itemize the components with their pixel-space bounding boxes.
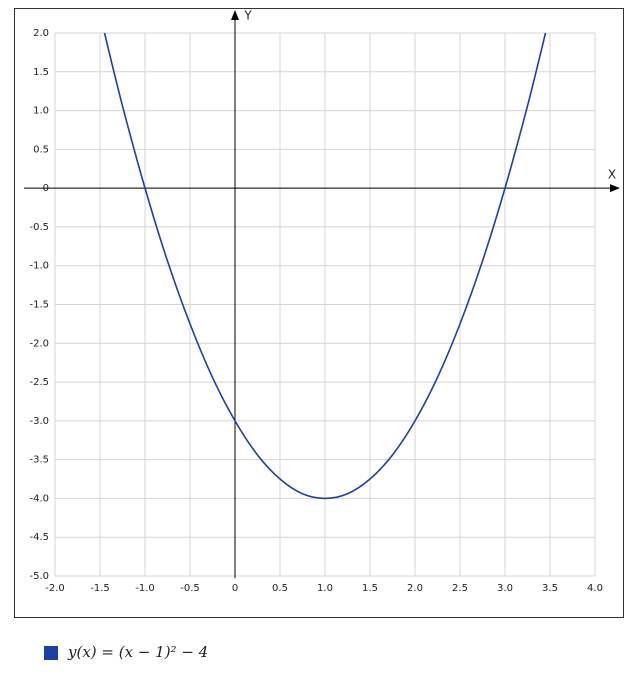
y-tick-label: 1.0	[33, 106, 49, 117]
x-axis-label: X	[608, 168, 616, 182]
y-tick-label: -3.0	[29, 416, 49, 427]
y-tick-label: 0.5	[33, 144, 49, 155]
x-tick-label: 2.5	[452, 583, 468, 594]
x-tick-label: -2.0	[45, 583, 65, 594]
legend-label: y(x) = (x − 1)² − 4	[67, 643, 208, 661]
x-axis-arrow	[610, 184, 620, 193]
y-axis-label: Y	[243, 9, 252, 23]
y-tick-label: -0.5	[29, 222, 49, 233]
y-tick-label: -2.0	[29, 338, 49, 349]
y-tick-label: -2.5	[29, 377, 49, 388]
y-tick-label: 2.0	[33, 28, 49, 39]
plot	[103, 32, 547, 500]
x-tick-label: 3.0	[497, 583, 513, 594]
x-tick-label: 1.5	[362, 583, 378, 594]
legend-swatch	[44, 646, 58, 660]
y-tick-label: -1.5	[29, 300, 49, 311]
x-tick-label: 0	[232, 583, 238, 594]
x-tick-label: -0.5	[180, 583, 200, 594]
x-tick-label: 4.0	[587, 583, 603, 594]
grid	[54, 32, 596, 577]
x-tick-label: 3.5	[542, 583, 558, 594]
y-tick-label: 1.5	[33, 67, 49, 78]
x-tick-label: -1.5	[90, 583, 110, 594]
chart-frame	[14, 8, 624, 618]
x-tick-label: -1.0	[135, 583, 155, 594]
y-axis-arrow	[231, 10, 239, 20]
x-tick-label: 0.5	[272, 583, 288, 594]
x-tick-label: 2.0	[407, 583, 423, 594]
y-tick-label: -5.0	[29, 571, 49, 582]
y-tick-label: -3.5	[29, 455, 49, 466]
x-tick-label: 1.0	[317, 583, 333, 594]
y-tick-label: -1.0	[29, 261, 49, 272]
y-tick-label: -4.0	[29, 493, 49, 504]
legend: y(x) = (x − 1)² − 4	[44, 643, 208, 661]
axes: -2.0 -1.5 -1.0 -0.5 0 0.5 1.0 1.5 2.0 2.5 3.0 3.5 4.…	[24, 9, 620, 594]
line-series	[103, 32, 547, 500]
y-tick-label: -4.5	[29, 532, 49, 543]
